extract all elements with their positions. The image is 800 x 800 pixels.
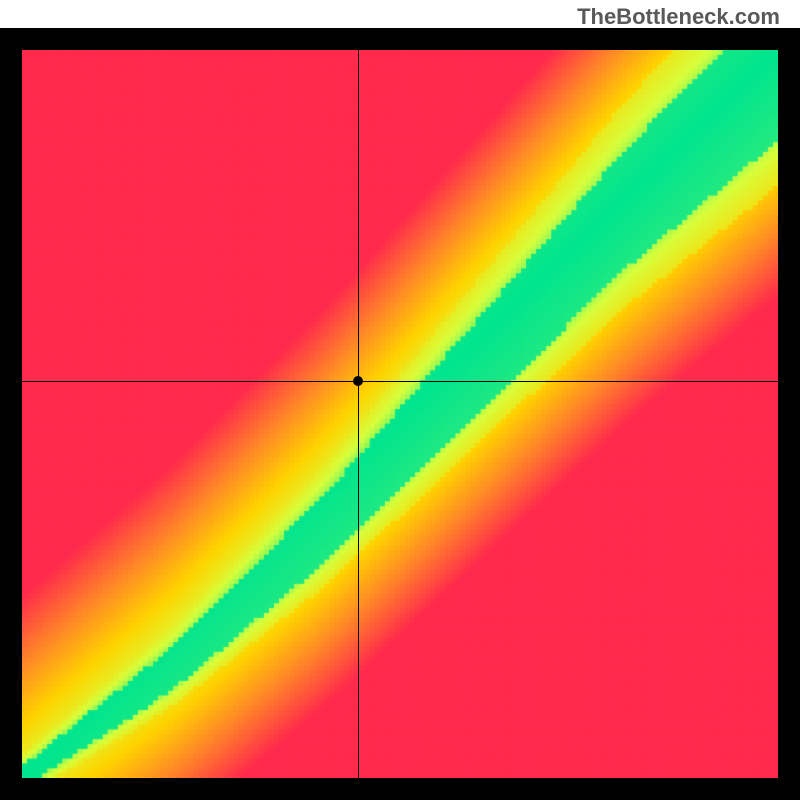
watermark-text: TheBottleneck.com [577,4,780,30]
plot-area [22,50,778,778]
root-container: TheBottleneck.com [0,0,800,800]
crosshair-vertical [358,50,359,778]
crosshair-horizontal [22,381,778,382]
heatmap-canvas [22,50,778,778]
